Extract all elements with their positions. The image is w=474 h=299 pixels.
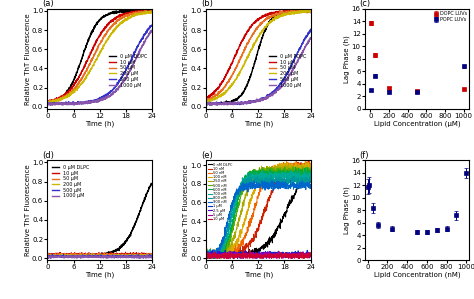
X-axis label: Time (h): Time (h) [244, 120, 273, 127]
Y-axis label: Lag Phase (h): Lag Phase (h) [344, 35, 350, 83]
Y-axis label: Lag Phase (h): Lag Phase (h) [344, 186, 350, 234]
Y-axis label: Relative ThT Fluorescence: Relative ThT Fluorescence [25, 13, 31, 105]
X-axis label: Time (h): Time (h) [244, 272, 273, 278]
Text: (c): (c) [360, 0, 371, 8]
Legend: 0 μM DOPC, 10 μM, 50 μM, 200 μM, 500 μM, 1000 μM: 0 μM DOPC, 10 μM, 50 μM, 200 μM, 500 μM,… [107, 52, 149, 89]
Y-axis label: Relative ThT Fluorescence: Relative ThT Fluorescence [183, 164, 189, 256]
Text: (d): (d) [42, 151, 54, 160]
Legend: 0 μM POPC, 10 μM, 50 μM, 200 μM, 500 μM, 1000 μM: 0 μM POPC, 10 μM, 50 μM, 200 μM, 500 μM,… [267, 52, 308, 89]
Legend: 0 μM DLPC, 10 μM, 50 μM, 200 μM, 500 μM, 1000 μM: 0 μM DLPC, 10 μM, 50 μM, 200 μM, 500 μM,… [50, 163, 91, 200]
Text: (a): (a) [42, 0, 54, 8]
X-axis label: Time (h): Time (h) [85, 272, 114, 278]
X-axis label: Time (h): Time (h) [85, 120, 114, 127]
Text: (e): (e) [201, 151, 213, 160]
Legend: 0 nM DLPC, 10 nM, 50 nM, 100 nM, 250 nM, 500 nM, 600 nM, 700 nM, 800 nM, 900 nM,: 0 nM DLPC, 10 nM, 50 nM, 100 nM, 250 nM,… [207, 161, 234, 222]
X-axis label: Lipid Concentration (μM): Lipid Concentration (μM) [374, 120, 460, 127]
Y-axis label: Relative ThT Fluorescence: Relative ThT Fluorescence [183, 13, 189, 105]
Text: (b): (b) [201, 0, 213, 8]
Text: (f): (f) [360, 151, 369, 160]
Legend: DOPC LUVs, POPC LUVs: DOPC LUVs, POPC LUVs [431, 10, 469, 24]
X-axis label: Lipid Concentration (nM): Lipid Concentration (nM) [374, 272, 460, 278]
Y-axis label: Relative ThT Fluorescence: Relative ThT Fluorescence [25, 164, 31, 256]
